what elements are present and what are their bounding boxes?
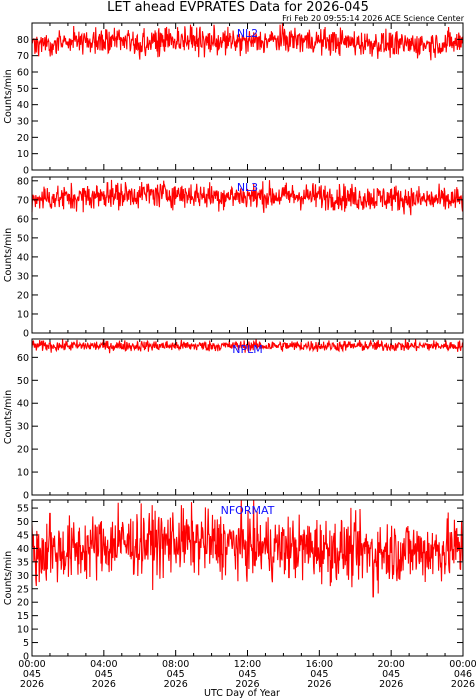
y-tick-label: 40	[17, 100, 29, 111]
y-tick-label: 60	[17, 214, 29, 225]
y-tick-label: 40	[17, 544, 29, 555]
x-tick-label-time: 00:00	[449, 659, 476, 670]
x-tick-label-doy: 045	[167, 669, 185, 680]
x-tick-label-year: 2026	[164, 679, 188, 690]
y-tick-label: 25	[17, 584, 29, 595]
y-tick-label: 10	[17, 625, 29, 636]
y-tick-label: 0	[23, 166, 29, 177]
x-tick-label-time: 20:00	[377, 659, 404, 670]
y-tick-label: 10	[17, 309, 29, 320]
x-tick-label-time: 16:00	[306, 659, 333, 670]
y-tick-label: 35	[17, 557, 29, 568]
x-tick-label-year: 2026	[235, 679, 259, 690]
y-tick-label: 30	[17, 117, 29, 128]
series-line-nformat	[31, 499, 464, 598]
panels-group: 01020304050607080Counts/minNL20102030405…	[3, 22, 476, 690]
y-tick-label: 60	[17, 68, 29, 79]
chart-title: LET ahead EVPRATES Data for 2026-045	[107, 0, 369, 15]
x-tick-label-doy: 045	[310, 669, 328, 680]
panel-nplm: 0 10 20 30 40 50 60 Counts/min NPLM	[3, 338, 464, 502]
x-tick-label-doy: 046	[454, 669, 472, 680]
y-tick-label: 0	[23, 491, 29, 502]
x-tick-label-time: 08:00	[162, 659, 189, 670]
y-tick-label: 70	[17, 51, 29, 62]
y-tick-label: 30	[17, 422, 29, 433]
x-tick-label-time: 12:00	[234, 659, 261, 670]
panel-frame	[31, 338, 464, 496]
chart-timestamp: Fri Feb 20 09:55:14 2026 ACE Science Cen…	[282, 14, 465, 23]
x-tick-label-time: 04:00	[90, 659, 117, 670]
y-tick-label: 50	[17, 84, 29, 95]
x-tick-label-time: 00:00	[18, 659, 45, 670]
series-label: NFORMAT	[221, 504, 275, 517]
y-tick-label: 70	[17, 195, 29, 206]
y-tick-label: 20	[17, 598, 29, 609]
x-tick-label-doy: 045	[95, 669, 113, 680]
y-tick-label: 45	[17, 530, 29, 541]
y-tick-label: 0	[23, 652, 29, 663]
series-label: NPLM	[232, 343, 262, 356]
y-axis-label: Counts/min	[3, 551, 14, 605]
y-tick-label: 55	[17, 504, 29, 515]
x-tick-label-doy: 045	[23, 669, 41, 680]
y-tick-label: 60	[17, 353, 29, 364]
y-axis-label: Counts/min	[3, 228, 14, 282]
panel-nformat: 0 5 10 15 20 25 30 35 40 45 50 55 Counts/min NFORMAT	[3, 499, 464, 663]
x-tick-label-year: 2026	[379, 679, 403, 690]
y-tick-label: 50	[17, 517, 29, 528]
x-tick-label-year: 2026	[92, 679, 116, 690]
x-tick-label-year: 2026	[307, 679, 331, 690]
x-tick-label-year: 2026	[451, 679, 475, 690]
series-line-nl2	[31, 22, 464, 61]
x-axis-label: UTC Day of Year	[204, 688, 280, 699]
y-tick-label: 50	[17, 376, 29, 387]
series-line-nl3	[31, 179, 464, 216]
y-tick-label: 20	[17, 133, 29, 144]
y-tick-label: 30	[17, 271, 29, 282]
panel-nl3: 0 10 20 30 40 50 60 70 80 Counts/min NL3	[3, 176, 464, 340]
y-tick-label: 0	[23, 329, 29, 340]
panel-nl2: 0 10 20 30 40 50 60 70 80 Counts/min NL2	[3, 22, 464, 177]
y-tick-label: 80	[17, 176, 29, 187]
x-tick-label-doy: 045	[238, 669, 256, 680]
series-label: NL3	[237, 181, 258, 194]
x-tick-label-doy: 045	[382, 669, 400, 680]
series-label: NL2	[237, 27, 258, 40]
y-tick-label: 20	[17, 290, 29, 301]
y-tick-label: 50	[17, 233, 29, 244]
y-tick-label: 40	[17, 399, 29, 410]
y-tick-label: 80	[17, 35, 29, 46]
x-tick-label-year: 2026	[20, 679, 44, 690]
y-axis-label: Counts/min	[3, 390, 14, 444]
y-tick-label: 30	[17, 571, 29, 582]
y-tick-label: 20	[17, 445, 29, 456]
y-tick-label: 40	[17, 252, 29, 263]
y-tick-label: 10	[17, 468, 29, 479]
y-axis-label: Counts/min	[3, 69, 14, 123]
y-tick-label: 10	[17, 149, 29, 160]
y-tick-label: 5	[23, 638, 29, 649]
y-tick-label: 15	[17, 611, 29, 622]
